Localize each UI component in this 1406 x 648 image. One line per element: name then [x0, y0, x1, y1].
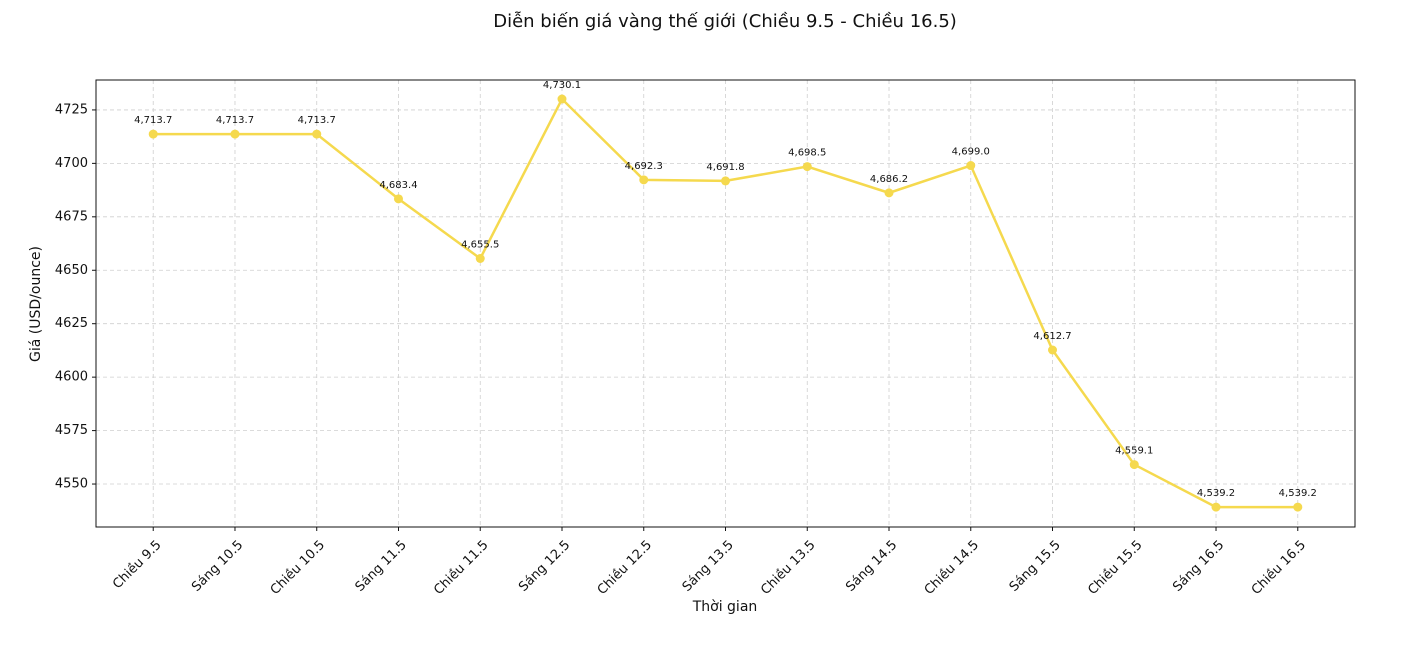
point	[721, 176, 730, 186]
x-tick-label: Sáng 12.5	[516, 538, 573, 595]
value-label: 4,612.7	[1033, 331, 1071, 342]
point	[1129, 460, 1139, 470]
point	[966, 161, 976, 171]
x-tick-label: Sáng 14.5	[843, 538, 900, 595]
value-label: 4,683.4	[379, 180, 417, 191]
value-label: 4,686.2	[870, 174, 908, 185]
y-tick-label: 4550	[55, 477, 88, 492]
value-label: 4,559.1	[1115, 446, 1153, 457]
x-tick-label: Chiều 16.5	[1249, 538, 1309, 598]
point	[1211, 502, 1221, 512]
value-label: 4,730.1	[543, 80, 581, 91]
point	[393, 194, 403, 204]
chart-title: Diễn biến giá vàng thế giới (Chiều 9.5 -…	[493, 11, 957, 32]
x-tick-label: Chiều 9.5	[110, 538, 164, 592]
value-label: 4,713.7	[298, 115, 336, 126]
value-label: 4,692.3	[625, 161, 663, 172]
x-tick-label: Sáng 10.5	[189, 538, 246, 595]
point	[802, 162, 812, 172]
point	[475, 254, 485, 264]
plot-frame	[95, 79, 1356, 528]
y-tick-label: 4725	[55, 102, 88, 117]
y-tick-label: 4700	[55, 156, 88, 171]
point	[230, 129, 240, 139]
y-tick-label: 4600	[55, 370, 88, 385]
value-label: 4,713.7	[134, 115, 172, 126]
point	[884, 188, 894, 198]
x-tick-label: Chiều 10.5	[268, 538, 328, 598]
x-tick-label: Chiều 15.5	[1085, 538, 1145, 598]
y-tick-label: 4650	[55, 263, 88, 278]
y-axis-title: Giá (USD/ounce)	[28, 246, 44, 362]
value-label: 4,691.8	[706, 162, 744, 173]
x-tick-label: Sáng 16.5	[1170, 538, 1227, 595]
y-tick-label: 4625	[55, 316, 88, 331]
point	[148, 129, 158, 139]
point	[639, 175, 649, 185]
x-tick-label: Chiều 13.5	[758, 538, 818, 598]
value-label: 4,539.2	[1279, 488, 1317, 499]
x-tick-label: Chiều 12.5	[595, 538, 655, 598]
x-tick-label: Sáng 11.5	[353, 538, 410, 595]
value-label: 4,655.5	[461, 240, 499, 251]
value-label: 4,539.2	[1197, 488, 1235, 499]
point	[557, 94, 567, 104]
y-tick-label: 4675	[55, 209, 88, 224]
value-label: 4,699.0	[952, 147, 990, 158]
x-tick-label: Sáng 15.5	[1007, 538, 1064, 595]
point	[1293, 502, 1303, 512]
x-tick-label: Chiều 11.5	[431, 538, 491, 598]
point	[312, 129, 322, 139]
x-axis-title: Thời gian	[692, 599, 758, 615]
point	[1048, 345, 1058, 355]
value-label: 4,713.7	[216, 115, 254, 126]
y-tick-label: 4575	[55, 423, 88, 438]
value-label: 4,698.5	[788, 148, 826, 159]
x-tick-label: Sáng 13.5	[680, 538, 737, 595]
x-tick-label: Chiều 14.5	[922, 538, 982, 598]
